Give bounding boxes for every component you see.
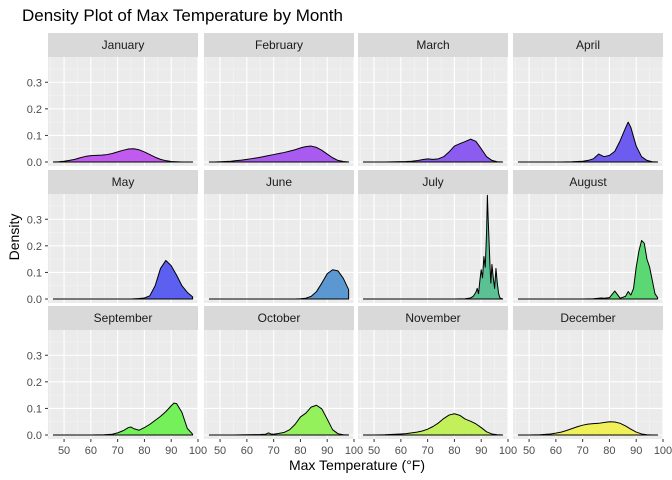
x-tick-label: 100 bbox=[345, 445, 363, 457]
panel-background bbox=[48, 57, 198, 166]
x-tick-label: 50 bbox=[214, 445, 226, 457]
strip-background bbox=[48, 33, 198, 57]
density-area bbox=[517, 240, 659, 300]
facet-panel-july: July bbox=[358, 170, 509, 303]
x-tick-label: 50 bbox=[58, 445, 70, 457]
strip-label: May bbox=[112, 175, 135, 189]
x-axis-label: Max Temperature (°F) bbox=[289, 457, 425, 473]
density-area bbox=[52, 259, 194, 300]
density-area bbox=[208, 269, 350, 300]
x-tick-label: 80 bbox=[138, 445, 150, 457]
panel-background bbox=[204, 330, 354, 439]
x-tick-label: 80 bbox=[294, 445, 306, 457]
x-tick-label: 80 bbox=[603, 445, 615, 457]
facet-panel-september: September 0.0 0.1 0.2 0.3 50 60 70 80 90 100 bbox=[27, 306, 207, 457]
panel-background bbox=[204, 57, 354, 166]
density-area bbox=[52, 148, 194, 163]
panel-background bbox=[358, 330, 508, 439]
facet-panel-august: August bbox=[513, 170, 664, 303]
y-tick-label: 0.0 bbox=[27, 157, 42, 169]
strip-label: March bbox=[416, 38, 449, 52]
y-tick-label: 0.2 bbox=[27, 104, 42, 116]
x-tick-label: 70 bbox=[422, 445, 434, 457]
x-tick-label: 90 bbox=[475, 445, 487, 457]
facet-panel-october: October 50 60 70 80 90 100 bbox=[204, 306, 363, 457]
panel-background bbox=[358, 57, 508, 166]
y-tick-label: 0.0 bbox=[27, 430, 42, 442]
x-tick-label: 50 bbox=[368, 445, 380, 457]
strip-background bbox=[204, 33, 354, 57]
x-tick-label: 90 bbox=[630, 445, 642, 457]
strip-background bbox=[358, 306, 508, 330]
strip-background bbox=[204, 170, 354, 194]
x-tick-label: 60 bbox=[395, 445, 407, 457]
facet-panel-may: May 0.0 0.1 0.2 0.3 bbox=[27, 170, 199, 306]
chart-title: Density Plot of Max Temperature by Month bbox=[22, 6, 343, 25]
density-area bbox=[362, 138, 504, 163]
y-tick-label: 0.0 bbox=[27, 294, 42, 306]
y-tick-label: 0.1 bbox=[27, 403, 42, 415]
x-tick-label: 70 bbox=[112, 445, 124, 457]
strip-background bbox=[48, 170, 198, 194]
y-tick-label: 0.1 bbox=[27, 130, 42, 142]
x-tick-label: 70 bbox=[577, 445, 589, 457]
facet-panel-march: March bbox=[358, 33, 509, 166]
y-tick-label: 0.2 bbox=[27, 241, 42, 253]
panel-background bbox=[513, 330, 663, 439]
y-tick-label: 0.3 bbox=[27, 214, 42, 226]
facet-panel-february: February bbox=[204, 33, 355, 166]
x-tick-label: 60 bbox=[550, 445, 562, 457]
strip-label: October bbox=[258, 311, 301, 325]
strip-label: November bbox=[405, 311, 460, 325]
x-tick-label: 100 bbox=[654, 445, 672, 457]
y-axis-label: Density bbox=[6, 214, 22, 261]
strip-label: July bbox=[422, 175, 443, 189]
strip-background bbox=[48, 306, 198, 330]
strip-label: September bbox=[94, 311, 153, 325]
x-tick-label: 60 bbox=[85, 445, 97, 457]
y-tick-label: 0.2 bbox=[27, 377, 42, 389]
strip-label: February bbox=[255, 38, 303, 52]
x-tick-label: 80 bbox=[448, 445, 460, 457]
density-area bbox=[517, 421, 659, 436]
density-area bbox=[208, 145, 350, 163]
density-area bbox=[517, 121, 659, 163]
x-tick-label: 100 bbox=[189, 445, 207, 457]
density-area bbox=[208, 404, 350, 436]
x-tick-label: 100 bbox=[499, 445, 517, 457]
x-tick-label: 90 bbox=[321, 445, 333, 457]
y-tick-label: 0.3 bbox=[27, 77, 42, 89]
facet-panel-january: January 0.0 0.1 0.2 0.3 bbox=[27, 33, 199, 169]
strip-background bbox=[513, 170, 663, 194]
strip-background bbox=[204, 306, 354, 330]
panel-background bbox=[513, 57, 663, 166]
strip-label: January bbox=[102, 38, 145, 52]
x-tick-label: 70 bbox=[268, 445, 280, 457]
density-area bbox=[362, 413, 504, 436]
facet-panel-december: December 50 60 70 80 90 100 bbox=[513, 306, 672, 457]
strip-background bbox=[513, 33, 663, 57]
facet-panel-june: June bbox=[204, 170, 355, 303]
facet-panel-november: November 50 60 70 80 90 100 bbox=[358, 306, 517, 457]
y-tick-label: 0.1 bbox=[27, 267, 42, 279]
x-tick-label: 60 bbox=[241, 445, 253, 457]
strip-label: April bbox=[576, 38, 600, 52]
y-tick-label: 0.3 bbox=[27, 350, 42, 362]
x-tick-label: 50 bbox=[523, 445, 535, 457]
strip-label: December bbox=[560, 311, 615, 325]
strip-label: August bbox=[569, 175, 607, 189]
x-tick-label: 90 bbox=[165, 445, 177, 457]
strip-label: June bbox=[266, 175, 292, 189]
strip-background bbox=[358, 33, 508, 57]
density-area bbox=[52, 402, 194, 436]
strip-background bbox=[513, 306, 663, 330]
density-area bbox=[362, 194, 504, 300]
facet-panel-april: April bbox=[513, 33, 664, 166]
strip-background bbox=[358, 170, 508, 194]
